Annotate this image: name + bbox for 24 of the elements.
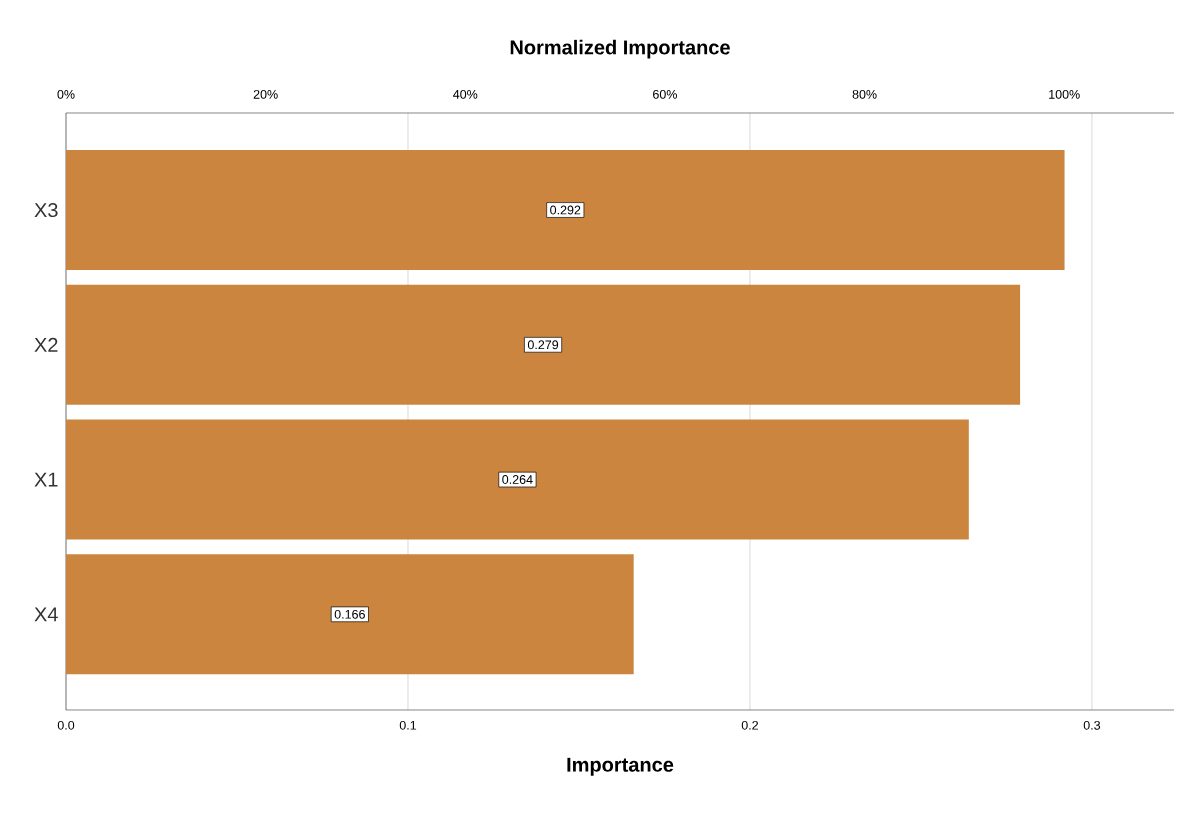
bar bbox=[66, 284, 1021, 405]
bar bbox=[66, 554, 634, 675]
x2-tick-label: 0% bbox=[57, 89, 75, 99]
bar bbox=[66, 419, 969, 540]
y-tick-label: X1 bbox=[34, 472, 58, 487]
data-label: 0.292 bbox=[550, 205, 581, 215]
y-tick-label: X3 bbox=[34, 202, 58, 218]
x-tick-label: 0.0 bbox=[57, 720, 75, 730]
y-tick-label: X4 bbox=[34, 607, 58, 622]
x2-tick-label: 40% bbox=[453, 89, 478, 99]
bar bbox=[66, 150, 1065, 270]
x2-axis-title: Normalized Importance bbox=[510, 39, 730, 59]
data-label: 0.264 bbox=[502, 475, 533, 484]
x2-tick-label: 80% bbox=[852, 89, 877, 99]
x2-tick-label: 60% bbox=[653, 89, 677, 99]
y-tick-label: X2 bbox=[34, 337, 58, 352]
data-label: 0.279 bbox=[527, 340, 559, 350]
x2-tick-label: 20% bbox=[253, 89, 278, 99]
x-tick-label: 0.3 bbox=[1083, 720, 1101, 730]
x2-tick-label: 100% bbox=[1049, 89, 1080, 99]
data-label: 0.166 bbox=[334, 609, 365, 619]
x-tick-label: 0.1 bbox=[399, 720, 417, 730]
x-tick-label: 0.2 bbox=[741, 720, 759, 730]
x-axis-title: Importance bbox=[567, 757, 674, 776]
